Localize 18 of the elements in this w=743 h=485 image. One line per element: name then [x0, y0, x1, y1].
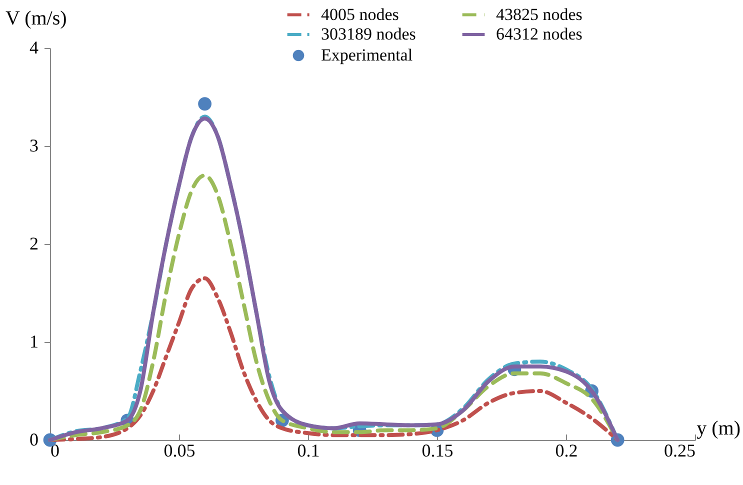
y-tick-label: 1 — [30, 332, 38, 352]
x-tick-label: 0.1 — [297, 440, 320, 460]
x-tick-label: 0.25 — [664, 440, 696, 460]
y-tick-label: 4 — [30, 38, 38, 58]
x-axis-title: y (m) — [696, 418, 740, 440]
y-tick-label: 2 — [30, 234, 38, 254]
point — [198, 97, 212, 111]
x-tick-label: 0 — [50, 440, 60, 460]
y-tick-label: 3 — [30, 136, 38, 156]
legend-label: 43825 nodes — [496, 4, 582, 24]
legend-label: Experimental — [321, 46, 413, 64]
legend-label: 64312 nodes — [496, 24, 582, 44]
y-axis-title: V (m/s) — [6, 8, 67, 30]
legend-label: 4005 nodes — [321, 4, 399, 24]
x-tick-label: 0.05 — [164, 440, 196, 460]
x-tick-label: 0.2 — [555, 440, 578, 460]
legend-label: 303189 nodes — [321, 24, 416, 44]
x-tick-label: 0.15 — [422, 440, 454, 460]
